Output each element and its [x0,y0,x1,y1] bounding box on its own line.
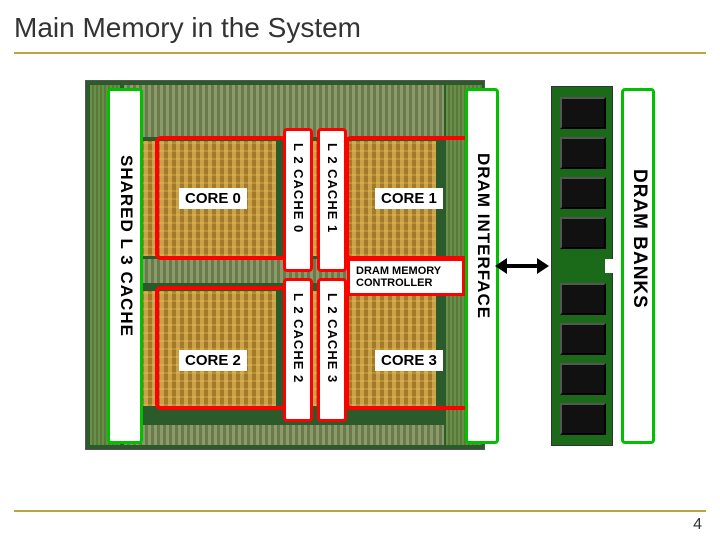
dram-chip [560,363,606,395]
l2-cache-0-label: L 2 CACHE 0 [291,143,306,233]
dram-chip [560,177,606,209]
dram-chip [560,97,606,129]
dram-chip [560,137,606,169]
core-0-label: CORE 0 [179,188,247,209]
l2-cache-1: L 2 CACHE 1 [317,128,347,272]
bottom-rule [14,510,706,512]
dram-chip [560,403,606,435]
l2-cache-2: L 2 CACHE 2 [283,278,313,422]
dram-chip [560,323,606,355]
dram-interface: DRAM INTERFACE [465,88,499,444]
core-1-label: CORE 1 [375,188,443,209]
dram-notch [605,259,613,273]
title-rule [14,52,706,54]
core-2-label: CORE 2 [179,350,247,371]
dram-chip [560,217,606,249]
core-3: CORE 3 [345,286,477,410]
page-title: Main Memory in the System [0,0,720,52]
l2-cache-0: L 2 CACHE 0 [283,128,313,272]
dram-module [551,86,613,446]
page-number: 4 [693,516,702,534]
l2-cache-3-label: L 2 CACHE 3 [325,293,340,383]
shared-l3-cache: SHARED L 3 CACHE [107,88,143,444]
bus-arrow-head-right [537,258,549,274]
dram-banks-label: DRAM BANKS [628,169,650,309]
diagram-stage: SHARED L 3 CACHE CORE 0 CORE 1 CORE 2 CO… [85,80,655,450]
mc-label-line1: DRAM MEMORY [356,265,456,277]
bus-arrow-head-left [495,258,507,274]
core-1: CORE 1 [345,136,477,260]
dram-interface-label: DRAM INTERFACE [473,153,493,319]
core-3-label: CORE 3 [375,350,443,371]
l2-cache-1-label: L 2 CACHE 1 [325,143,340,233]
core-0: CORE 0 [155,136,287,260]
bus-arrow-line [503,264,541,268]
dram-memory-controller: DRAM MEMORY CONTROLLER [347,258,465,296]
l2-cache-3: L 2 CACHE 3 [317,278,347,422]
shared-l3-label: SHARED L 3 CACHE [116,155,136,337]
dram-chip [560,283,606,315]
l2-cache-2-label: L 2 CACHE 2 [291,293,306,383]
core-2: CORE 2 [155,286,287,410]
mc-label-line2: CONTROLLER [356,277,456,289]
dram-banks: DRAM BANKS [621,88,655,444]
